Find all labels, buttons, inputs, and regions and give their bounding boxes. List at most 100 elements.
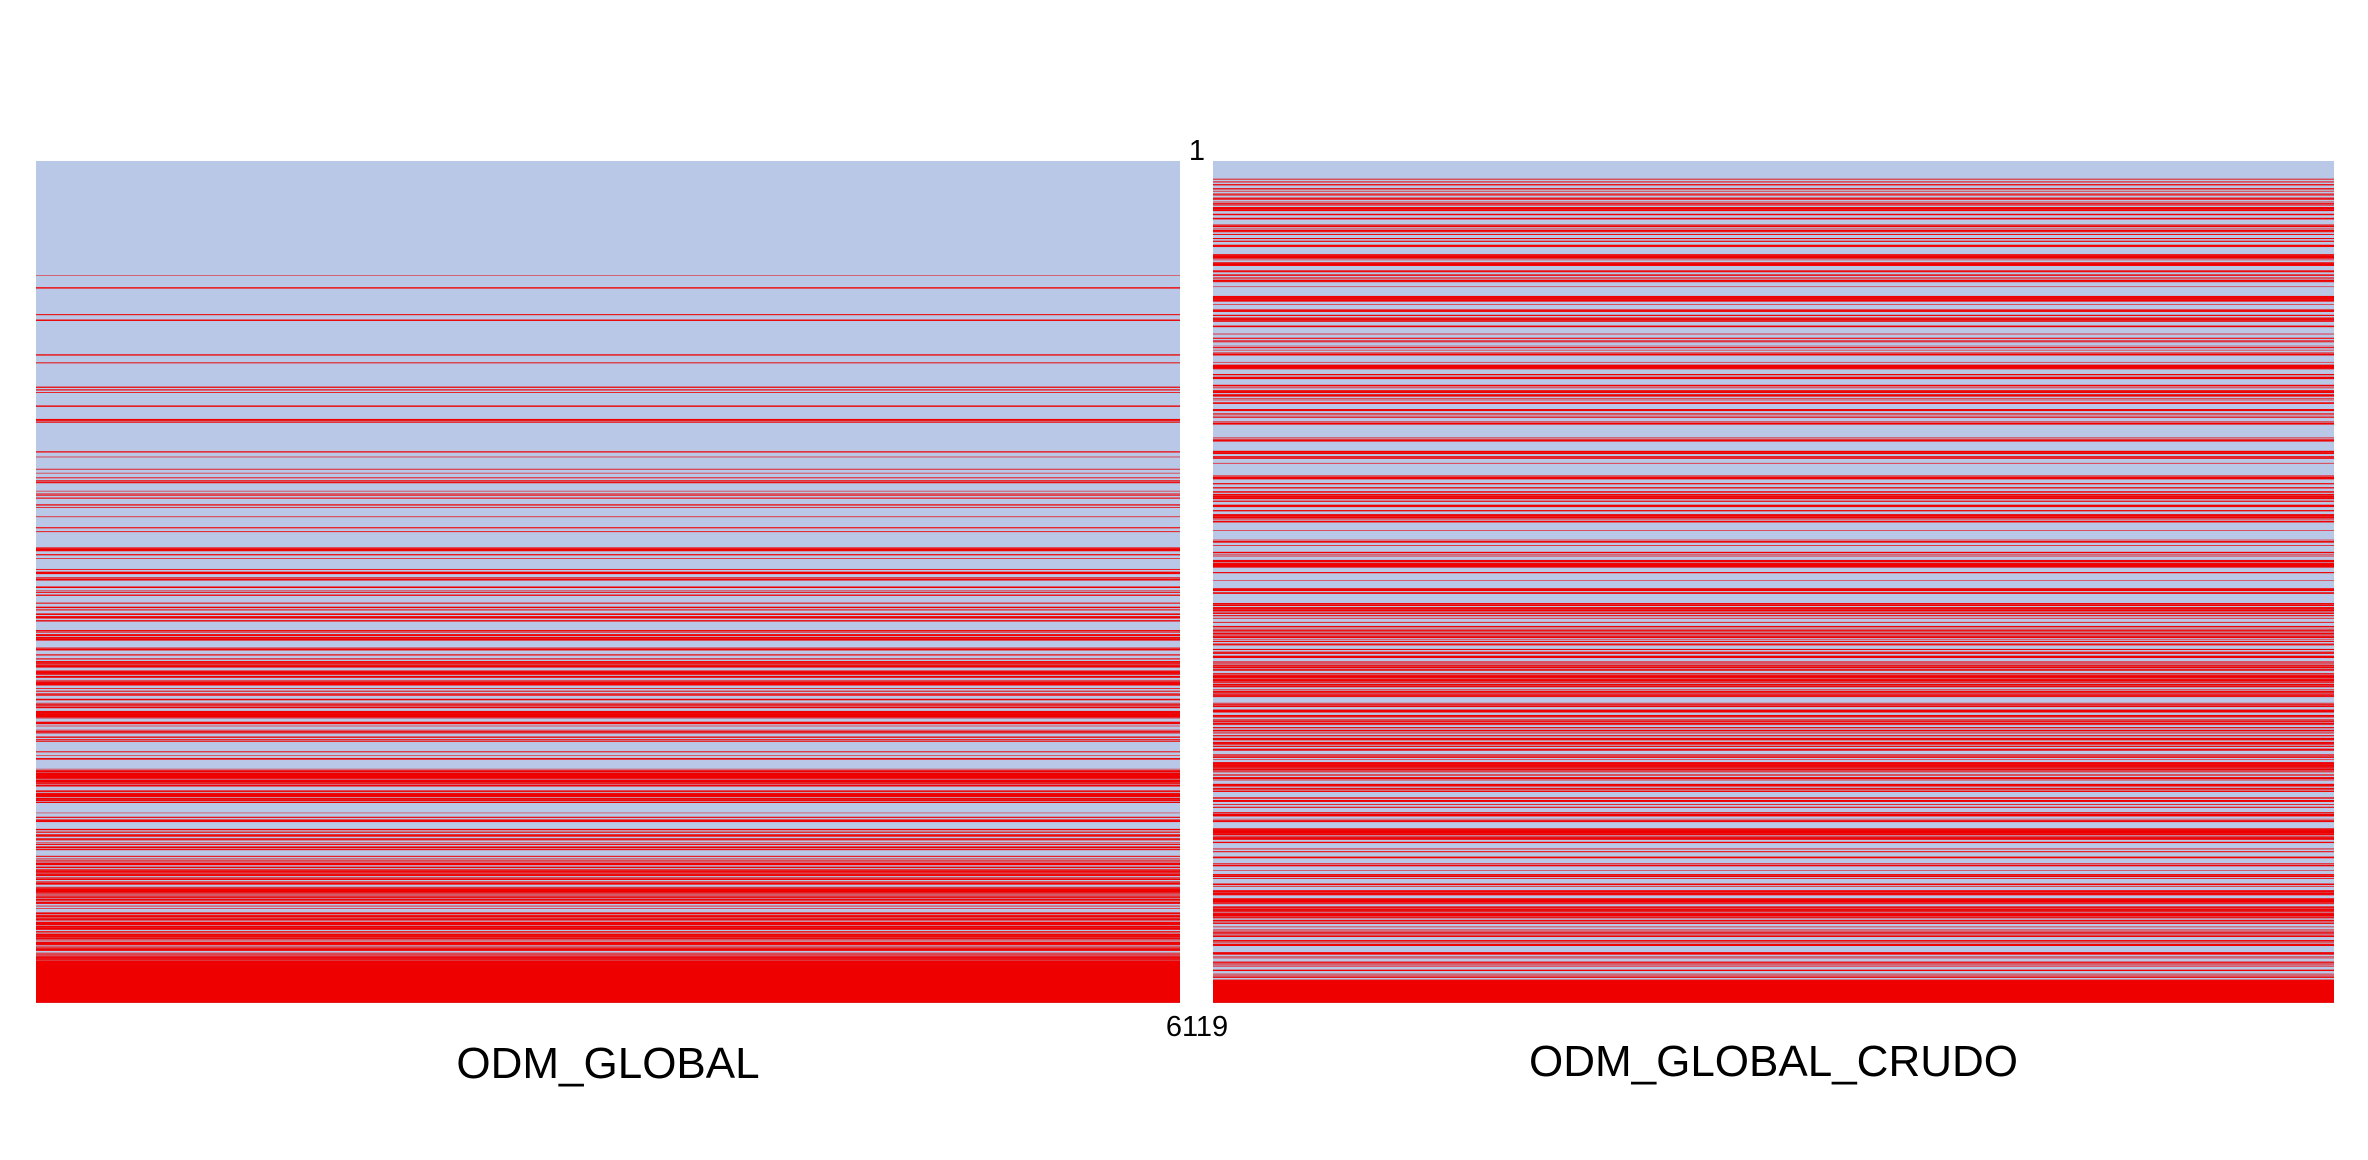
highlighted-row — [1213, 365, 2334, 368]
highlighted-row — [1213, 422, 2334, 425]
highlighted-row — [1213, 797, 2334, 799]
highlighted-row — [1213, 178, 2334, 180]
highlighted-row — [1213, 551, 2334, 554]
highlighted-row — [1213, 364, 2334, 367]
highlighted-row — [36, 480, 1180, 481]
highlighted-row — [36, 662, 1180, 664]
highlighted-row — [1213, 325, 2334, 328]
highlighted-row — [1213, 217, 2334, 220]
highlighted-row — [1213, 952, 2334, 954]
highlighted-row — [1213, 631, 2334, 633]
highlighted-row — [36, 386, 1180, 388]
highlighted-row — [1213, 789, 2334, 790]
highlighted-row — [1213, 655, 2334, 658]
highlighted-row — [36, 759, 1180, 760]
highlighted-row — [36, 590, 1180, 592]
highlighted-row — [1213, 376, 2334, 379]
highlighted-row — [36, 665, 1180, 667]
highlighted-row — [36, 884, 1180, 885]
highlighted-row — [1213, 519, 2334, 521]
highlighted-row — [36, 558, 1180, 559]
highlighted-row — [36, 925, 1180, 928]
highlighted-row — [1213, 384, 2334, 387]
highlighted-row — [1213, 900, 2334, 903]
highlighted-row — [36, 886, 1180, 888]
highlighted-row — [36, 915, 1180, 917]
highlighted-row — [1213, 721, 2334, 723]
highlighted-row — [1213, 615, 2334, 617]
highlighted-row — [1213, 786, 2334, 788]
highlighted-row — [36, 834, 1180, 836]
highlighted-row — [1213, 440, 2334, 442]
highlighted-row — [1213, 763, 2334, 765]
highlighted-row — [1213, 190, 2334, 192]
highlighted-row — [36, 493, 1180, 495]
highlighted-row — [36, 681, 1180, 683]
highlighted-row — [1213, 727, 2334, 729]
highlighted-row — [36, 647, 1180, 649]
highlighted-row — [1213, 801, 2334, 802]
highlighted-row — [36, 877, 1180, 879]
highlighted-row — [36, 418, 1180, 421]
highlighted-row — [1213, 625, 2334, 628]
highlighted-row — [36, 869, 1180, 871]
highlighted-row — [1213, 841, 2334, 844]
highlighted-row — [36, 931, 1180, 933]
highlighted-row — [36, 795, 1180, 797]
highlighted-row — [1213, 603, 2334, 605]
highlighted-row — [1213, 262, 2334, 264]
highlighted-row — [1213, 271, 2334, 273]
highlighted-row — [36, 638, 1180, 640]
highlighted-row — [1213, 270, 2334, 272]
highlighted-row — [36, 783, 1180, 785]
highlighted-row — [1213, 813, 2334, 816]
highlighted-row — [1213, 749, 2334, 751]
highlighted-row — [1213, 198, 2334, 200]
highlighted-row — [36, 497, 1180, 499]
highlighted-row — [36, 778, 1180, 780]
highlighted-row — [36, 586, 1180, 589]
highlighted-row — [1213, 748, 2334, 750]
highlighted-row — [1213, 836, 2334, 838]
highlighted-row — [36, 952, 1180, 954]
highlighted-row — [1213, 787, 2334, 789]
highlighted-row — [1213, 806, 2334, 808]
highlighted-row — [36, 782, 1180, 784]
highlighted-row — [1213, 745, 2334, 747]
highlighted-row — [36, 648, 1180, 651]
highlighted-row — [1213, 648, 2334, 651]
highlighted-row — [36, 776, 1180, 779]
highlighted-row — [1213, 628, 2334, 630]
highlighted-row — [1213, 953, 2334, 955]
highlighted-row — [1213, 662, 2334, 664]
highlighted-row — [36, 710, 1180, 713]
highlighted-row — [1213, 756, 2334, 758]
highlighted-row — [1213, 229, 2334, 232]
heatmap-odm-global-svg — [36, 161, 1180, 1003]
highlighted-row — [36, 472, 1180, 474]
highlighted-row — [1213, 778, 2334, 780]
highlighted-row — [1213, 456, 2334, 458]
highlighted-row — [1213, 309, 2334, 311]
highlighted-row — [1213, 410, 2334, 412]
highlighted-row — [1213, 739, 2334, 741]
highlighted-row — [36, 658, 1180, 660]
highlighted-row — [1213, 504, 2334, 507]
highlighted-row — [36, 933, 1180, 936]
highlighted-row — [36, 800, 1180, 802]
highlighted-row — [36, 451, 1180, 453]
highlighted-row — [1213, 724, 2334, 726]
highlighted-row — [1213, 228, 2334, 230]
highlighted-row — [1213, 833, 2334, 836]
highlighted-row — [36, 713, 1180, 716]
highlighted-row — [36, 940, 1180, 942]
highlighted-row — [1213, 723, 2334, 725]
highlighted-row — [1213, 264, 2334, 266]
highlighted-row — [36, 943, 1180, 945]
highlighted-row — [36, 779, 1180, 782]
highlighted-row — [36, 790, 1180, 792]
highlighted-row — [1213, 278, 2334, 280]
highlighted-row — [36, 606, 1180, 609]
highlighted-row — [36, 898, 1180, 901]
highlighted-row — [1213, 663, 2334, 665]
